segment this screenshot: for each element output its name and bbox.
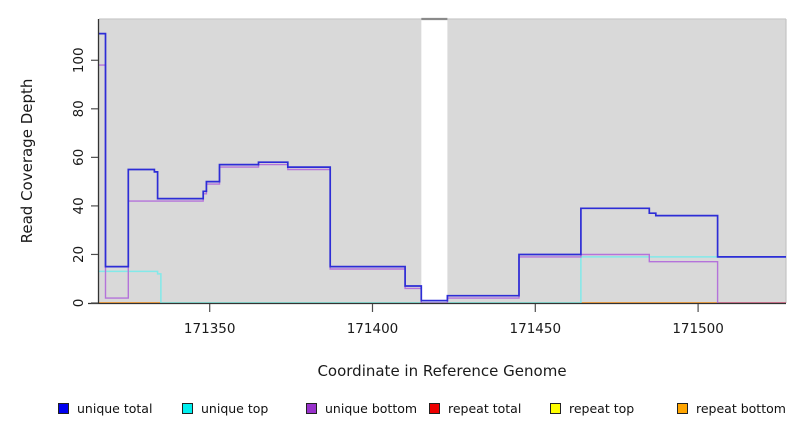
legend-swatch-unique-bottom <box>306 402 317 414</box>
legend-item-unique-top: unique top <box>182 398 268 418</box>
y-axis-label: Read Coverage Depth <box>18 79 36 244</box>
y-tick-label: 60 <box>71 149 87 166</box>
y-tick-label: 20 <box>71 246 87 263</box>
coverage-plot: 0 20 40 60 80 100 171350 171400 171450 171500 Coo… <box>18 17 787 380</box>
legend-item-repeat-total: repeat total <box>429 398 521 418</box>
legend-label: unique top <box>201 400 269 416</box>
y-tick-label: 100 <box>71 47 87 73</box>
legend-label: repeat bottom <box>696 400 786 416</box>
y-tick-label: 40 <box>71 197 87 214</box>
panel-background-left <box>99 19 422 303</box>
y-tick-label: 0 <box>71 299 87 308</box>
legend-swatch-repeat-total <box>429 402 440 414</box>
x-tick-label: 171400 <box>347 321 399 337</box>
legend-label: repeat top <box>569 400 635 416</box>
plot-axis-layer: 0 20 40 60 80 100 171350 171400 171450 171500 <box>71 19 786 337</box>
legend-label: unique total <box>77 400 153 416</box>
legend-item-repeat-bottom: repeat bottom <box>677 398 786 418</box>
x-tick-label: 171500 <box>672 321 724 337</box>
x-axis-label: Coordinate in Reference Genome <box>317 362 566 380</box>
legend-swatch-unique-total <box>58 402 69 414</box>
legend-swatch-unique-top <box>182 402 193 414</box>
legend-item-unique-bottom: unique bottom <box>306 398 417 418</box>
plot-legend: unique total unique top unique bottom repea… <box>0 398 792 422</box>
legend-label: unique bottom <box>325 400 418 416</box>
y-tick-label: 80 <box>71 100 87 117</box>
panel-background-right <box>447 19 786 303</box>
x-tick-label: 171350 <box>184 321 236 337</box>
x-tick-label: 171450 <box>510 321 562 337</box>
plot-panel-layer <box>99 17 787 303</box>
legend-swatch-repeat-bottom <box>677 402 688 414</box>
legend-label: repeat total <box>448 400 522 416</box>
legend-swatch-repeat-top <box>550 402 561 414</box>
series-unique-total <box>99 32 786 302</box>
series-unique-top <box>99 256 786 304</box>
legend-item-repeat-top: repeat top <box>550 398 634 418</box>
legend-item-unique-total: unique total <box>58 398 152 418</box>
